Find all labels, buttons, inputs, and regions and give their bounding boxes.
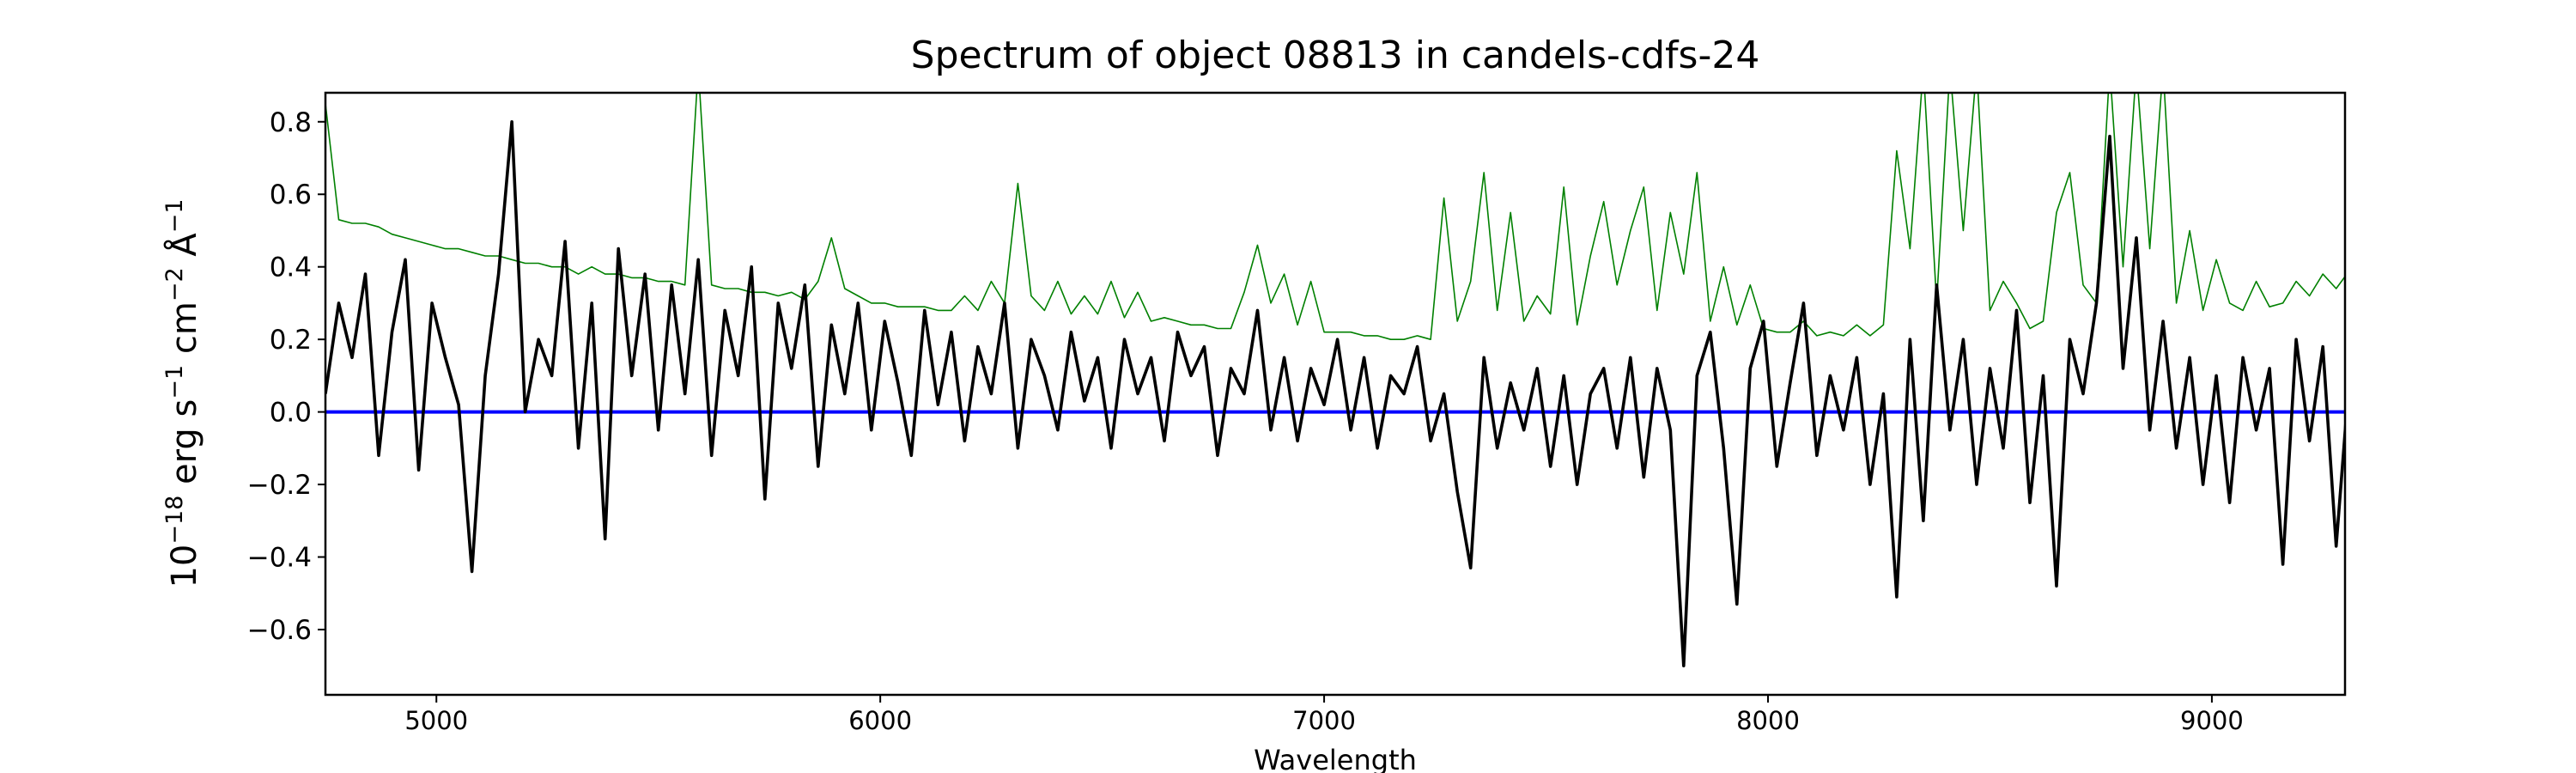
axis-ticks: 5000 6000 7000 8000 9000 0.8 0.6 0.4 0.2 0.0 −0.2 −… xyxy=(247,107,2244,735)
chart-title: Spectrum of object 08813 in candels-cdfs… xyxy=(911,33,1760,77)
x-tick-label: 8000 xyxy=(1736,706,1800,735)
y-tick-label: −0.2 xyxy=(247,470,312,501)
y-tick-label: −0.6 xyxy=(247,615,312,646)
y-tick-label: 0.0 xyxy=(270,398,312,429)
series-contamination-line xyxy=(325,93,2345,341)
y-tick-label: 0.6 xyxy=(270,180,312,210)
series-flux-line xyxy=(325,120,2345,668)
y-axis-label: 10−18 erg s−1 cm−2 Å−1 xyxy=(161,198,204,587)
y-tick-label: 0.2 xyxy=(270,325,312,356)
y-tick-label: −0.4 xyxy=(247,543,312,574)
x-tick-label: 9000 xyxy=(2180,706,2244,735)
axes-frame xyxy=(324,91,2347,697)
x-tick-label: 6000 xyxy=(848,706,912,735)
plot-area xyxy=(325,93,2345,668)
x-tick-label: 5000 xyxy=(404,706,468,735)
x-tick-label: 7000 xyxy=(1292,706,1356,735)
y-tick-label: 0.4 xyxy=(270,253,312,283)
x-axis-label: Wavelength xyxy=(1254,744,1417,773)
y-tick-label: 0.8 xyxy=(270,107,312,138)
